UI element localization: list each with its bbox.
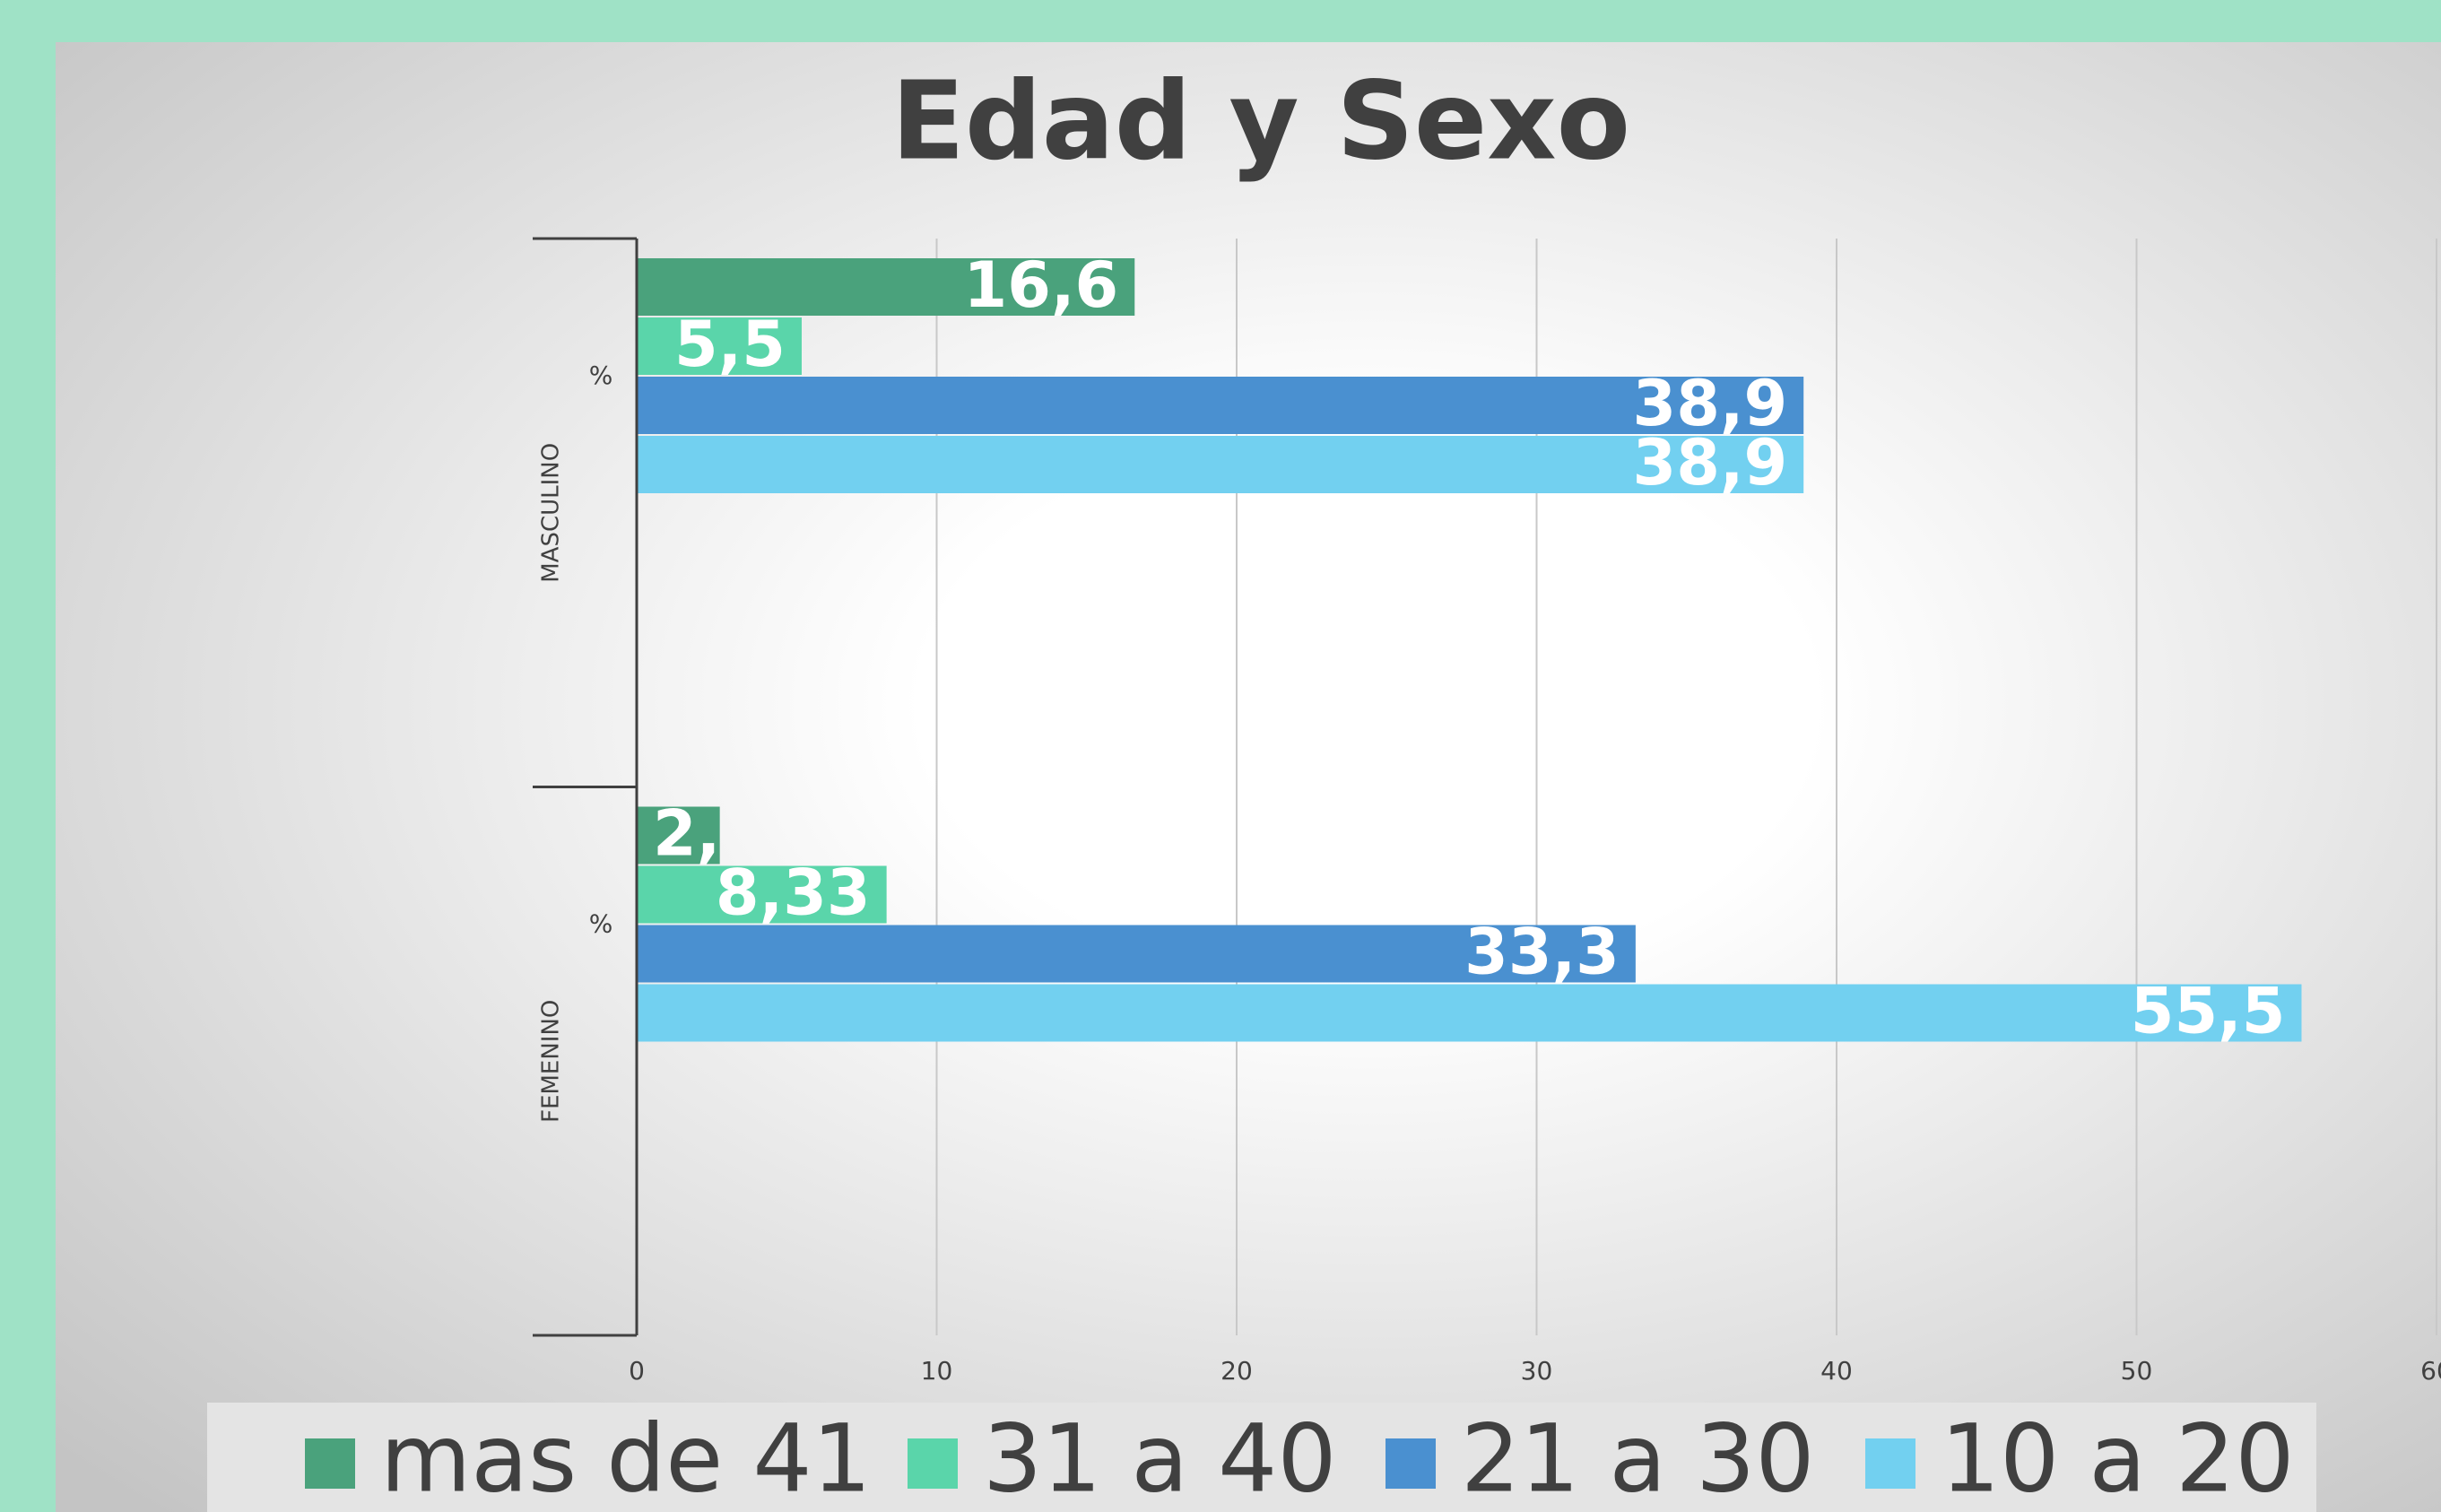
- bar: [637, 925, 1636, 983]
- bar: [637, 436, 1804, 493]
- group-label: FEMENINO: [538, 1000, 565, 1123]
- data-label: 55,5: [2131, 975, 2286, 1048]
- bar: [637, 377, 1804, 434]
- category-label: %: [589, 361, 613, 390]
- data-label: 8,33: [716, 856, 871, 930]
- bar: [637, 806, 720, 865]
- group-label: MASCULINO: [538, 443, 565, 583]
- x-tick-label: 40: [1820, 1356, 1853, 1386]
- data-label: 38,9: [1632, 426, 1787, 500]
- legend-label: mas de 41: [380, 1403, 872, 1512]
- x-tick-label: 0: [629, 1356, 645, 1386]
- x-tick-label: 10: [921, 1356, 953, 1386]
- bar: [637, 984, 2302, 1042]
- data-label: 16,6: [964, 248, 1119, 322]
- x-tick-label: 60: [2420, 1356, 2441, 1386]
- legend-swatch: [1386, 1438, 1436, 1489]
- x-tick-label: 50: [2121, 1356, 2153, 1386]
- data-label: 5,5: [674, 308, 786, 381]
- data-label: 2,77: [653, 797, 808, 871]
- legend-swatch: [305, 1438, 355, 1489]
- legend-label: 21 a 30: [1461, 1403, 1815, 1512]
- x-tick-label: 20: [1220, 1356, 1253, 1386]
- category-label: %: [589, 909, 613, 939]
- legend-label: 10 a 20: [1941, 1403, 2295, 1512]
- chart-title: Edad y Sexo: [891, 60, 1630, 185]
- legend-box: [207, 1403, 2316, 1512]
- panel: [56, 42, 2441, 1512]
- x-tick-label: 30: [1521, 1356, 1553, 1386]
- bar: [637, 258, 1135, 316]
- legend-label: 31 a 40: [983, 1403, 1337, 1512]
- legend-swatch: [1865, 1438, 1915, 1489]
- data-label: 33,3: [1464, 916, 1620, 989]
- legend-swatch: [908, 1438, 958, 1489]
- data-label: 38,9: [1632, 367, 1787, 440]
- bar: [637, 317, 802, 375]
- bar: [637, 865, 887, 924]
